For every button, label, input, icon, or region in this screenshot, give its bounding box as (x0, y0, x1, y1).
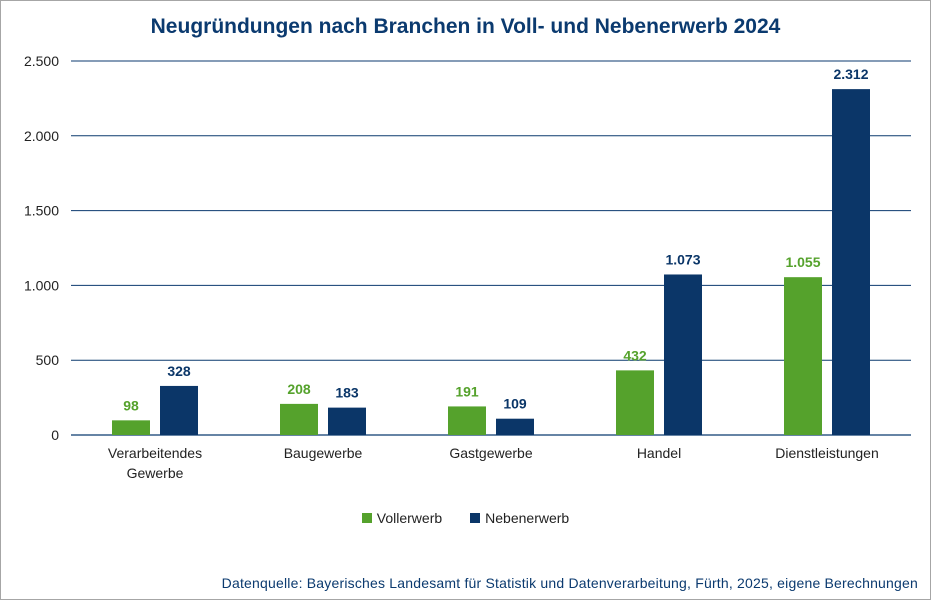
bar-vollerwerb (280, 403, 318, 435)
bar-vollerwerb (784, 277, 822, 435)
bar-vollerwerb (616, 370, 654, 435)
y-tick-label: 500 (36, 352, 60, 368)
x-category-label: Verarbeitendes (108, 445, 202, 461)
data-label: 208 (287, 381, 311, 397)
data-label: 98 (123, 397, 139, 413)
y-tick-label: 0 (51, 427, 59, 443)
data-label: 328 (167, 363, 191, 379)
data-label: 191 (455, 383, 479, 399)
y-tick-label: 1.500 (24, 203, 59, 219)
legend-label-vollerwerb: Vollerwerb (376, 510, 443, 526)
data-label: 2.312 (833, 66, 868, 82)
x-category-label: Gastgewerbe (449, 445, 532, 461)
bar-vollerwerb (448, 406, 486, 435)
source-note: Datenquelle: Bayerisches Landesamt für S… (221, 575, 918, 591)
legend-item-vollerwerb: Vollerwerb (361, 510, 443, 526)
bar-nebenerwerb (328, 407, 366, 435)
bar-nebenerwerb (832, 89, 870, 435)
legend-item-nebenerwerb: Nebenerwerb (470, 510, 569, 526)
bar-vollerwerb (112, 420, 150, 435)
data-label: 1.055 (785, 254, 820, 270)
x-category-label: Handel (637, 445, 681, 461)
data-label: 183 (335, 385, 359, 401)
bar-nebenerwerb (496, 418, 534, 435)
bar-nebenerwerb (664, 274, 702, 435)
x-category-label: Baugewerbe (284, 445, 363, 461)
data-label: 1.073 (665, 251, 700, 267)
y-tick-label: 2.500 (24, 53, 59, 69)
y-tick-label: 2.000 (24, 128, 59, 144)
legend-swatch-nebenerwerb (470, 513, 481, 523)
data-label: 432 (623, 347, 647, 363)
bar-nebenerwerb (160, 385, 198, 435)
legend-swatch-vollerwerb (361, 513, 372, 523)
chart-title: Neugründungen nach Branchen in Voll- und… (150, 15, 781, 38)
x-category-label: Dienstleistungen (775, 445, 879, 461)
y-tick-label: 1.000 (24, 277, 59, 293)
legend: Vollerwerb Nebenerwerb (1, 510, 930, 526)
bar-chart: 0 500 1.000 1.500 2.000 2.500 98 328 Verarbeiten… (24, 53, 911, 481)
x-category-label: Gewerbe (127, 465, 184, 481)
data-label: 109 (503, 396, 527, 412)
legend-label-nebenerwerb: Nebenerwerb (485, 510, 570, 526)
